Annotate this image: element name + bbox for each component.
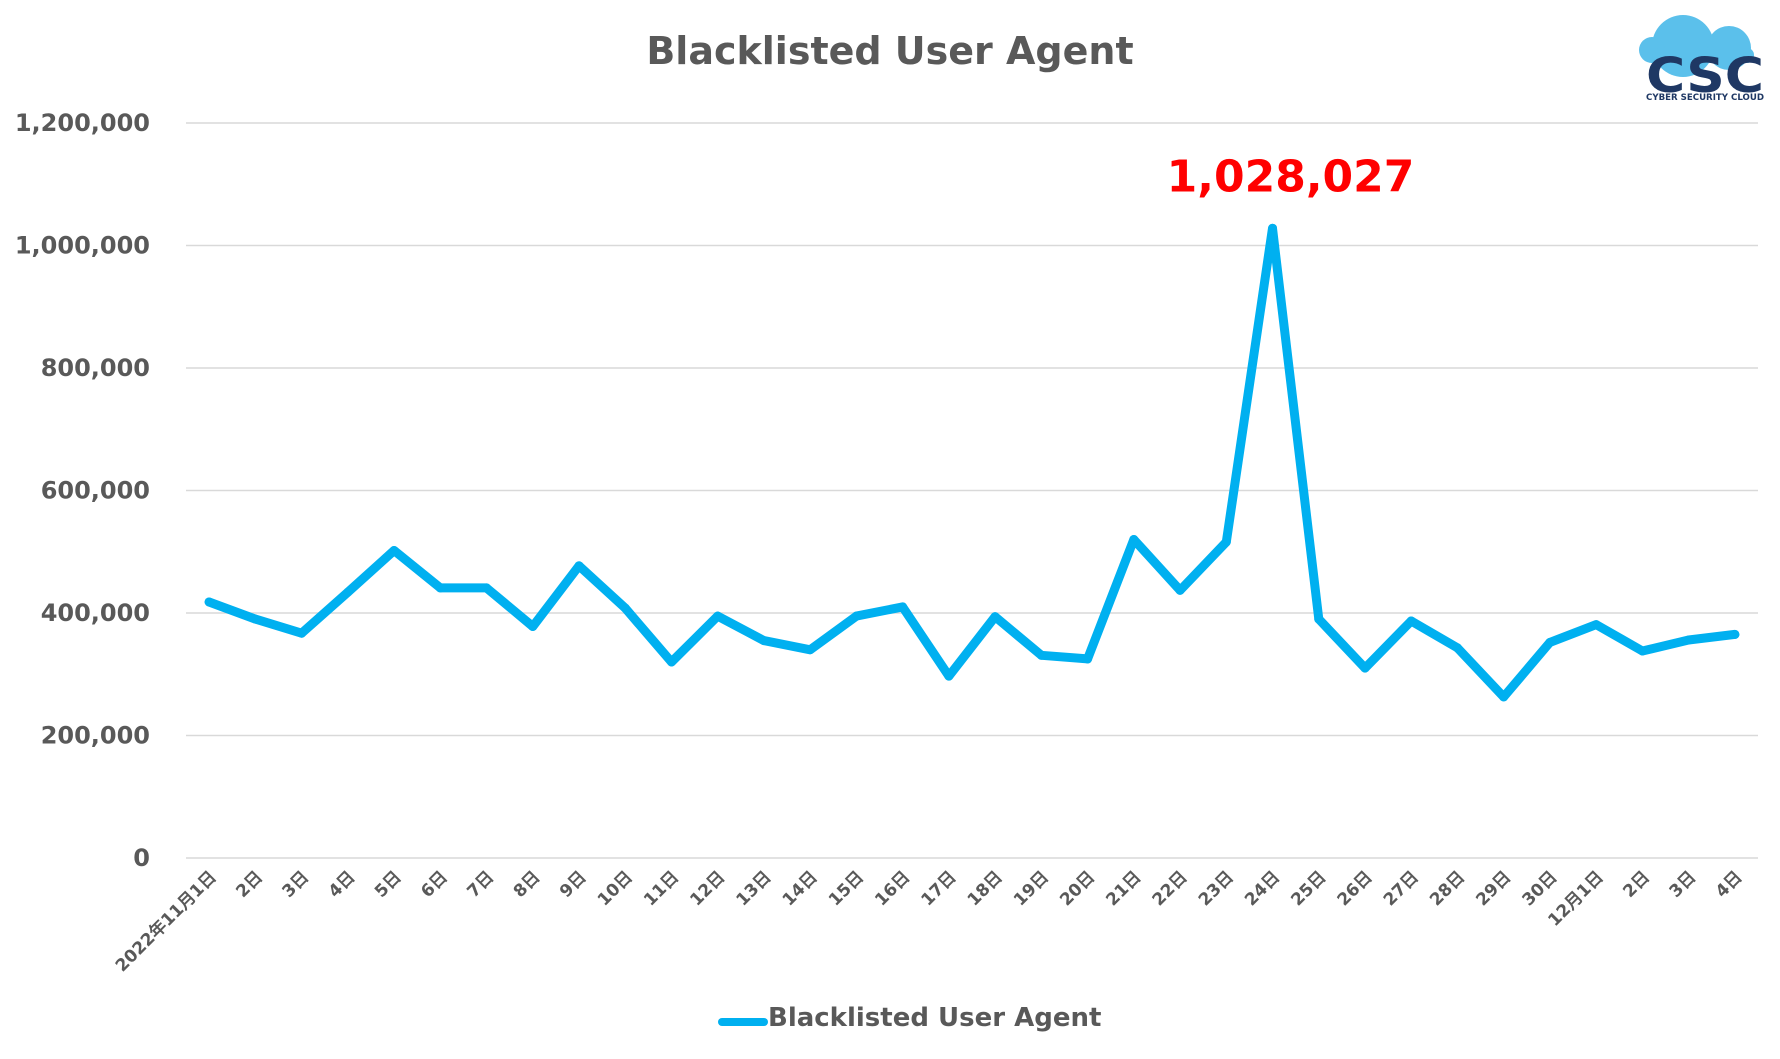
grid-layer — [186, 122, 1758, 859]
data-point — [1175, 585, 1185, 595]
data-point — [1684, 635, 1694, 645]
data-point — [297, 628, 307, 638]
data-point — [528, 621, 538, 631]
data-point — [898, 602, 908, 612]
data-point — [990, 612, 1000, 622]
x-tick-label: 3日 — [1666, 867, 1701, 902]
data-point — [1129, 535, 1139, 544]
x-tick-label: 11日 — [640, 867, 683, 910]
x-tick-label: 4日 — [1712, 867, 1747, 902]
x-tick-label: 3日 — [279, 867, 314, 902]
x-tick-label: 12日 — [686, 867, 729, 910]
data-point — [435, 583, 445, 593]
data-point — [1637, 646, 1647, 656]
data-point — [1545, 637, 1555, 647]
x-tick-label: 18日 — [964, 867, 1007, 910]
x-tick-label: 20日 — [1056, 867, 1099, 910]
logo-name: CYBER SECURITY CLOUD — [1646, 93, 1764, 103]
data-point — [1360, 663, 1370, 673]
y-tick-label: 1,000,000 — [15, 232, 150, 260]
x-tick-label: 16日 — [871, 867, 914, 910]
x-tick-label: 13日 — [733, 867, 776, 910]
data-point — [805, 645, 815, 655]
x-tick-label: 28日 — [1426, 867, 1469, 910]
data-point — [1268, 223, 1278, 233]
data-point — [482, 583, 492, 593]
data-point — [1314, 614, 1324, 624]
data-point — [1730, 629, 1740, 639]
x-tick-label: 6日 — [417, 867, 452, 902]
x-tick-label: 25日 — [1287, 867, 1330, 910]
x-tick-label: 5日 — [371, 867, 406, 902]
data-point — [851, 611, 861, 621]
data-point — [1591, 620, 1601, 630]
x-tick-label: 4日 — [325, 867, 360, 902]
x-tick-label: 2日 — [232, 867, 267, 902]
data-point — [574, 561, 584, 571]
data-point — [759, 636, 769, 646]
x-tick-label: 14日 — [779, 867, 822, 910]
y-tick-label: 200,000 — [41, 722, 150, 750]
x-tick-label: 22日 — [1149, 867, 1192, 910]
legend-label: Blacklisted User Agent — [768, 1003, 1101, 1033]
data-point — [1406, 616, 1416, 626]
y-tick-label: 800,000 — [41, 354, 150, 382]
y-tick-label: 400,000 — [41, 599, 150, 627]
y-tick-label: 600,000 — [41, 477, 150, 505]
x-tick-label: 8日 — [510, 867, 545, 902]
data-point — [713, 611, 723, 621]
x-tick-label: 29日 — [1472, 867, 1515, 910]
peak-value-label: 1,028,027 — [1167, 151, 1415, 202]
legend: Blacklisted User Agent — [718, 1003, 1101, 1033]
x-tick-label: 2日 — [1619, 867, 1654, 902]
x-tick-label: 26日 — [1334, 867, 1377, 910]
x-tick-label: 21日 — [1102, 867, 1145, 910]
data-point — [250, 614, 260, 624]
x-tick-label: 27日 — [1380, 867, 1423, 910]
data-point — [389, 546, 399, 556]
y-tick-label: 1,200,000 — [15, 109, 150, 137]
x-tick-label: 24日 — [1241, 867, 1284, 910]
chart-title: Blacklisted User Agent — [646, 29, 1133, 73]
data-point — [944, 671, 954, 681]
data-point — [1083, 654, 1093, 664]
series-line — [204, 223, 1740, 702]
data-point — [343, 587, 353, 597]
data-point — [620, 603, 630, 613]
logo-abbr: CSC — [1646, 48, 1764, 104]
x-tick-label: 2022年11月1日 — [111, 867, 220, 976]
data-point — [666, 657, 676, 667]
x-tick-label: 10日 — [594, 867, 637, 910]
x-tick-label: 17日 — [918, 867, 961, 910]
data-point — [1499, 692, 1509, 702]
x-tick-label: 9日 — [556, 867, 591, 902]
x-tick-label: 19日 — [1010, 867, 1053, 910]
series-layer — [204, 223, 1740, 702]
data-point — [204, 597, 214, 607]
x-tick-label: 30日 — [1519, 867, 1562, 910]
x-axis: 2022年11月1日 2日 3日 4日 5日 6日 7日 8日 9日 10日 11日 12日 13日 14… — [111, 867, 1746, 976]
x-tick-label: 15日 — [825, 867, 868, 910]
cloud-icon — [1639, 15, 1754, 77]
logo: CSC CYBER SECURITY CLOUD — [1639, 15, 1764, 104]
data-point — [1452, 643, 1462, 653]
x-tick-label: 7日 — [464, 867, 499, 902]
y-axis: 0 200,000 400,000 600,000 800,000 1,000,000 1,… — [15, 109, 150, 872]
y-tick-label: 0 — [133, 844, 150, 872]
data-point — [1221, 537, 1231, 547]
x-tick-label: 23日 — [1195, 867, 1238, 910]
data-point — [1036, 650, 1046, 660]
annotation-layer: 1,028,027 — [1167, 151, 1415, 202]
